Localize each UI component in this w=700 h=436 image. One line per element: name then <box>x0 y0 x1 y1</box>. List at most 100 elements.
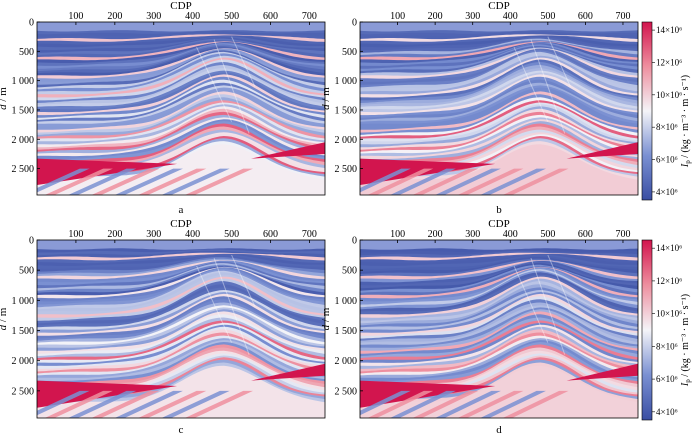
colorbar-tick-label: 8×10⁶ <box>656 122 678 132</box>
x-tick-label: 700 <box>302 229 317 240</box>
x-tick-label: 400 <box>185 229 200 240</box>
panel-frame <box>359 21 639 196</box>
x-tick-label: 600 <box>578 229 593 240</box>
x-tick-label: 700 <box>615 229 630 240</box>
x-tick-label: 200 <box>107 11 122 22</box>
panel-b: CDP 100 200 300 400 500 600 700 0 500 1 000 1 500 2 … <box>320 0 639 216</box>
y-tick-label: 0 <box>29 236 34 247</box>
colorbar-tick-label: 12×10⁶ <box>656 276 682 286</box>
x-tick-label: 100 <box>390 229 405 240</box>
colorbar-d: 4×10⁶ 6×10⁶ 8×10⁶ 10×10⁶ 12×10⁶ 14×10⁶ Ip / (k… <box>641 239 692 421</box>
x-tick-label: 700 <box>302 11 317 22</box>
colorbar-title: Ip / (kg · m⁻³ · m · s⁻¹) <box>680 75 692 168</box>
y-tick-label: 2 500 <box>12 386 35 397</box>
fault-line-2 <box>213 257 250 355</box>
colorbar-tick-label: 10×10⁶ <box>656 309 682 319</box>
panel-letter-d: d <box>496 424 502 436</box>
panel-letter-a: a <box>179 204 184 216</box>
colorbar-tick-label: 6×10⁶ <box>656 374 678 384</box>
fault-line-2 <box>530 257 566 355</box>
panel-frame <box>36 21 326 196</box>
panel-c: CDP 100 200 300 400 500 600 700 0 500 1 000 1 500 2 … <box>0 218 326 436</box>
y-tick-label: 500 <box>19 266 34 277</box>
fault-line-3 <box>231 254 256 307</box>
colorbar-tick-label: 12×10⁶ <box>656 57 682 67</box>
high-impedance-wedge <box>37 158 178 186</box>
y-tick-label: 1 000 <box>335 296 358 307</box>
y-tick-label: 1 000 <box>335 76 358 87</box>
right-wedge <box>566 142 638 159</box>
high-impedance-wedge <box>360 380 496 408</box>
panel-frame <box>359 239 639 419</box>
fault-line-3 <box>547 254 571 307</box>
x-tick-label: 100 <box>390 11 405 22</box>
colorbar-tick-label: 4×10⁶ <box>656 407 678 417</box>
colorbar-title: Ip / (kg · m⁻³ · m · s⁻¹) <box>680 294 692 387</box>
y-tick-label: 0 <box>352 18 357 29</box>
x-tick-label: 100 <box>68 229 83 240</box>
impedance-section-c <box>37 240 325 418</box>
colorbar-tick-label: 14×10⁶ <box>656 243 682 253</box>
x-tick-label: 100 <box>68 11 83 22</box>
impedance-section-b <box>360 22 638 195</box>
colorbar-gradient <box>641 239 653 421</box>
y-tick-label: 2 000 <box>12 356 35 367</box>
panel-a: CDP 100 200 300 400 500 600 700 0 500 1 000 1 500 2 … <box>0 0 326 216</box>
panel-letter-b: b <box>496 204 502 216</box>
impedance-section-a <box>37 22 325 195</box>
y-tick-label: 1 000 <box>12 296 35 307</box>
right-wedge <box>566 363 638 381</box>
colorbar-tick-label: 10×10⁶ <box>656 90 682 100</box>
fault-line-3 <box>547 36 571 87</box>
fault-line-1 <box>513 47 549 122</box>
colorbar-b: 4×10⁶ 6×10⁶ 8×10⁶ 10×10⁶ 12×10⁶ 14×10⁶ Ip / (k… <box>641 21 692 201</box>
y-tick-label: 2 500 <box>335 164 358 175</box>
y-tick-label: 2 000 <box>335 135 358 146</box>
panel-d: CDP 100 200 300 400 500 600 700 0 500 1 000 1 500 2 … <box>320 218 639 436</box>
high-impedance-wedge <box>360 158 496 186</box>
x-tick-label: 300 <box>146 229 161 240</box>
y-tick-label: 1 500 <box>12 105 35 116</box>
impedance-section-d <box>360 240 638 418</box>
x-tick-label: 400 <box>185 11 200 22</box>
x-tick-label: 300 <box>146 11 161 22</box>
x-tick-label: 600 <box>263 11 278 22</box>
y-tick-label: 1 500 <box>12 326 35 337</box>
y-axis-title: d / m <box>0 307 9 330</box>
y-axis-title: d / m <box>0 87 9 110</box>
x-tick-label: 200 <box>428 229 443 240</box>
x-tick-label: 200 <box>107 229 122 240</box>
colorbar-tick-label: 14×10⁶ <box>656 25 682 35</box>
high-impedance-wedge <box>37 380 178 408</box>
fault-line-2 <box>213 39 250 134</box>
y-tick-label: 0 <box>352 236 357 247</box>
y-axis-title: d / m <box>320 87 332 110</box>
panel-frame <box>36 239 326 419</box>
colorbar-tick-label: 8×10⁶ <box>656 341 678 351</box>
fault-line-1 <box>196 47 233 122</box>
x-tick-label: 500 <box>224 229 239 240</box>
x-tick-label: 500 <box>540 11 555 22</box>
colorbar-tick-label: 4×10⁶ <box>656 187 678 197</box>
x-tick-label: 700 <box>615 11 630 22</box>
y-tick-label: 2 500 <box>12 164 35 175</box>
right-wedge <box>251 142 325 159</box>
y-tick-label: 500 <box>342 47 357 58</box>
y-tick-label: 1 500 <box>335 326 358 337</box>
x-tick-label: 400 <box>503 11 518 22</box>
x-axis-title: CDP <box>170 0 191 12</box>
y-tick-label: 500 <box>342 266 357 277</box>
y-tick-label: 500 <box>19 47 34 58</box>
y-tick-label: 2 000 <box>12 135 35 146</box>
colorbar-tick-label: 6×10⁶ <box>656 155 678 165</box>
x-axis-title: CDP <box>488 218 509 230</box>
x-tick-label: 400 <box>503 229 518 240</box>
x-tick-label: 600 <box>578 11 593 22</box>
y-tick-label: 0 <box>29 18 34 29</box>
y-tick-label: 1 000 <box>12 76 35 87</box>
x-tick-label: 200 <box>428 11 443 22</box>
y-tick-label: 2 000 <box>335 356 358 367</box>
colorbar-gradient <box>641 21 653 201</box>
x-tick-label: 500 <box>224 11 239 22</box>
